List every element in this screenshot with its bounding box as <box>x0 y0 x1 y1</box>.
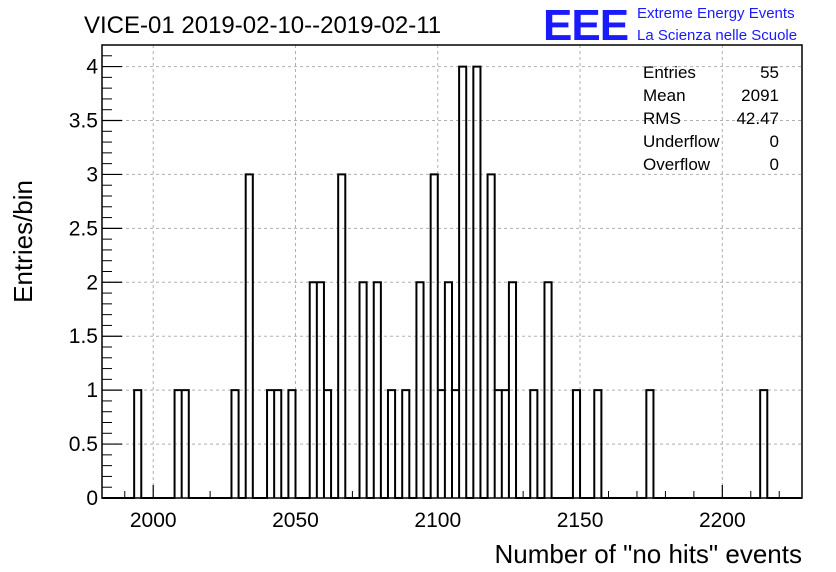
stats-label: Underflow <box>643 132 720 151</box>
y-tick-labels: 0 0.5 1 1.5 2 2.5 3 3.5 4 <box>69 56 99 510</box>
x-axis-label: Number of "no hits" events <box>495 539 803 569</box>
stats-label: Overflow <box>643 155 711 174</box>
stats-value: 2091 <box>741 86 779 105</box>
y-tick-label: 2 <box>86 271 98 294</box>
stats-value: 0 <box>770 132 779 151</box>
eee-logo-line2: La Scienza nelle Scuole <box>637 27 797 44</box>
eee-logo-line1: Extreme Energy Events <box>637 5 795 22</box>
stats-label: RMS <box>643 109 681 128</box>
y-axis-label: Entries/bin <box>8 180 38 303</box>
y-tick-label: 1 <box>86 379 98 402</box>
y-tick-label: 3.5 <box>69 110 98 133</box>
x-tick-labels: 2000 2050 2100 2150 2200 <box>130 509 746 532</box>
stats-value: 42.47 <box>736 109 779 128</box>
eee-logo: EEE Extreme Energy Events La Scienza nel… <box>543 1 797 50</box>
y-tick-label: 1.5 <box>69 325 98 348</box>
stats-label: Entries <box>643 63 696 82</box>
y-tick-label: 4 <box>86 56 98 79</box>
y-tick-label: 0 <box>86 487 98 510</box>
x-tick-label: 2100 <box>414 509 461 532</box>
x-tick-label: 2200 <box>699 509 746 532</box>
x-tick-label: 2000 <box>130 509 177 532</box>
y-tick-label: 3 <box>86 163 98 186</box>
chart-title: VICE-01 2019-02-10--2019-02-11 <box>84 12 441 39</box>
eee-logo-mark: EEE <box>543 1 628 50</box>
y-tick-label: 2.5 <box>69 217 98 240</box>
x-tick-label: 2150 <box>557 509 604 532</box>
stats-value: 0 <box>770 155 779 174</box>
y-tick-label: 0.5 <box>69 433 98 456</box>
axis-ticks <box>102 44 780 499</box>
stats-box: Entries 55 Mean 2091 RMS 42.47 Underflow 0 Overf… <box>643 63 779 174</box>
x-tick-label: 2050 <box>272 509 319 532</box>
stats-label: Mean <box>643 86 686 105</box>
stats-value: 55 <box>760 63 779 82</box>
